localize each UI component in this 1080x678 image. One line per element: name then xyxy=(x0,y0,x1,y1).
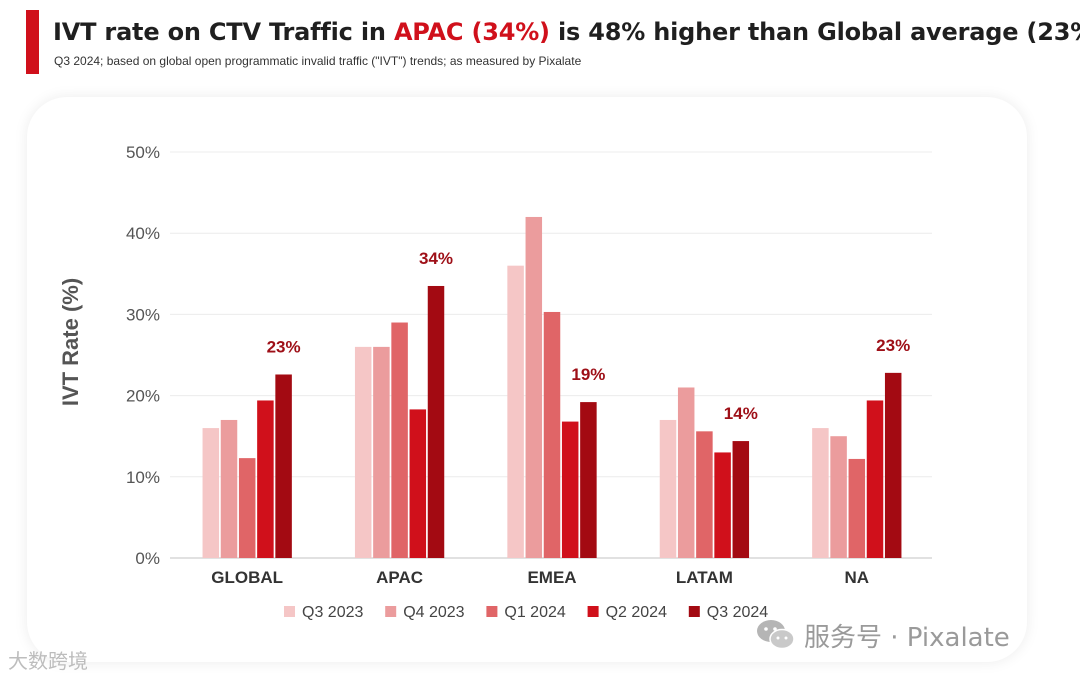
legend-swatch xyxy=(385,606,397,617)
wechat-icon xyxy=(757,620,795,650)
data-label: 14% xyxy=(724,404,758,423)
bar xyxy=(257,400,274,558)
legend-swatch xyxy=(486,606,498,617)
bar xyxy=(427,285,445,558)
bar xyxy=(525,216,543,558)
watermark-right-text: 服务号 · Pixalate xyxy=(804,622,1010,653)
chart-title: IVT rate on CTV Traffic in APAC (34%) is… xyxy=(53,18,1080,46)
bar xyxy=(543,311,561,558)
bar xyxy=(354,346,372,558)
watermark-left: 大数跨境 xyxy=(8,649,88,673)
legend-label: Q3 2024 xyxy=(707,604,768,621)
legend-swatch xyxy=(688,606,700,617)
title-accent-bar xyxy=(26,10,39,74)
bar xyxy=(373,346,390,558)
y-tick-label: 0% xyxy=(135,549,160,568)
chart-subtitle: Q3 2024; based on global open programmat… xyxy=(54,54,582,68)
bar xyxy=(409,409,427,558)
bar xyxy=(220,419,238,558)
data-label: 23% xyxy=(267,337,301,356)
bar xyxy=(275,374,292,558)
legend-label: Q4 2023 xyxy=(403,604,464,621)
y-axis-title: IVT Rate (%) xyxy=(58,278,83,406)
bar xyxy=(391,322,408,558)
bar xyxy=(866,400,884,558)
bar xyxy=(812,428,829,558)
bar xyxy=(202,428,220,558)
bar xyxy=(238,458,256,558)
bar xyxy=(507,265,524,558)
watermark-right: 服务号 · Pixalate xyxy=(756,615,1010,655)
data-label: 23% xyxy=(876,336,910,355)
bar xyxy=(677,387,695,558)
bar xyxy=(659,419,677,558)
y-tick-label: 40% xyxy=(126,224,160,243)
bar xyxy=(580,402,597,558)
title-highlight: APAC (34%) xyxy=(393,18,550,46)
bar xyxy=(830,436,847,558)
legend-swatch xyxy=(284,606,295,617)
x-tick-label: EMEA xyxy=(527,568,576,587)
y-tick-label: 30% xyxy=(126,305,160,324)
x-tick-label: NA xyxy=(845,568,870,587)
y-tick-label: 10% xyxy=(126,468,160,487)
legend-label: Q2 2024 xyxy=(606,604,667,621)
bar xyxy=(561,421,579,558)
bar xyxy=(848,458,866,558)
bar xyxy=(696,431,713,558)
y-tick-label: 50% xyxy=(126,143,160,162)
bar xyxy=(884,372,902,558)
bar xyxy=(732,441,750,558)
data-label: 19% xyxy=(571,365,605,384)
title-part-2: is 48% higher than Global average (23%) xyxy=(549,18,1080,46)
x-tick-label: APAC xyxy=(376,568,423,587)
legend-swatch xyxy=(587,606,599,617)
bar xyxy=(714,452,731,558)
y-tick-label: 20% xyxy=(126,387,160,406)
x-tick-label: GLOBAL xyxy=(211,568,283,587)
x-tick-label: LATAM xyxy=(676,568,733,587)
data-label: 34% xyxy=(419,249,453,268)
legend-label: Q3 2023 xyxy=(302,604,363,621)
title-part-1: IVT rate on CTV Traffic in xyxy=(53,18,394,46)
legend-label: Q1 2024 xyxy=(504,604,565,621)
